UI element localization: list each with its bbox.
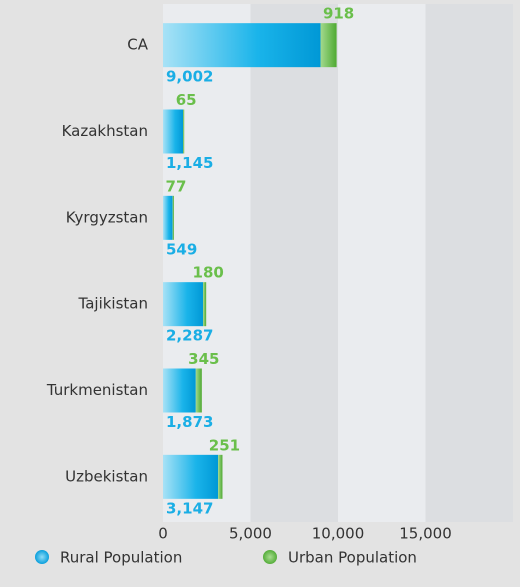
bar-segment <box>218 454 223 499</box>
bar-segment <box>163 109 184 154</box>
bar-segment <box>195 368 202 413</box>
legend-label: Urban Population <box>288 549 417 567</box>
x-tick-label: 15,000 <box>399 525 452 543</box>
legend-marker <box>35 550 49 564</box>
value-label: 77 <box>166 177 187 195</box>
value-label: 549 <box>166 240 197 258</box>
x-tick-label: 0 <box>158 525 168 543</box>
grid-band <box>425 4 513 522</box>
bar-segment <box>163 282 204 327</box>
value-label: 65 <box>176 91 197 109</box>
value-label: 1,873 <box>166 413 213 431</box>
legend-label: Rural Population <box>60 549 182 567</box>
y-tick-label: Turkmenistan <box>46 381 148 399</box>
bar-segment <box>163 195 173 240</box>
bar-segment <box>183 109 185 154</box>
legend-marker <box>263 550 277 564</box>
value-label: 180 <box>193 264 224 282</box>
y-tick-label: Kazakhstan <box>62 122 148 140</box>
bar-segment <box>163 454 219 499</box>
grid-band <box>250 4 338 522</box>
value-label: 251 <box>209 436 240 454</box>
x-tick-label: 5,000 <box>229 525 272 543</box>
y-tick-label: Tajikistan <box>78 295 148 313</box>
value-label: 9,002 <box>166 68 213 86</box>
value-label: 3,147 <box>166 499 213 517</box>
bar-segment <box>163 368 196 413</box>
bar-segment <box>163 23 321 68</box>
y-tick-label: CA <box>127 36 148 54</box>
x-tick-label: 10,000 <box>312 525 365 543</box>
grid-band <box>163 4 251 522</box>
value-label: 918 <box>323 5 354 23</box>
value-label: 2,287 <box>166 327 213 345</box>
y-tick-label: Kyrgyzstan <box>66 208 148 226</box>
value-label: 345 <box>188 350 219 368</box>
grid-band <box>338 4 426 522</box>
y-tick-label: Uzbekistan <box>65 467 148 485</box>
bar-segment <box>172 195 174 240</box>
bar-segment <box>203 282 207 327</box>
bar-segment <box>320 23 337 68</box>
value-label: 1,145 <box>166 154 213 172</box>
